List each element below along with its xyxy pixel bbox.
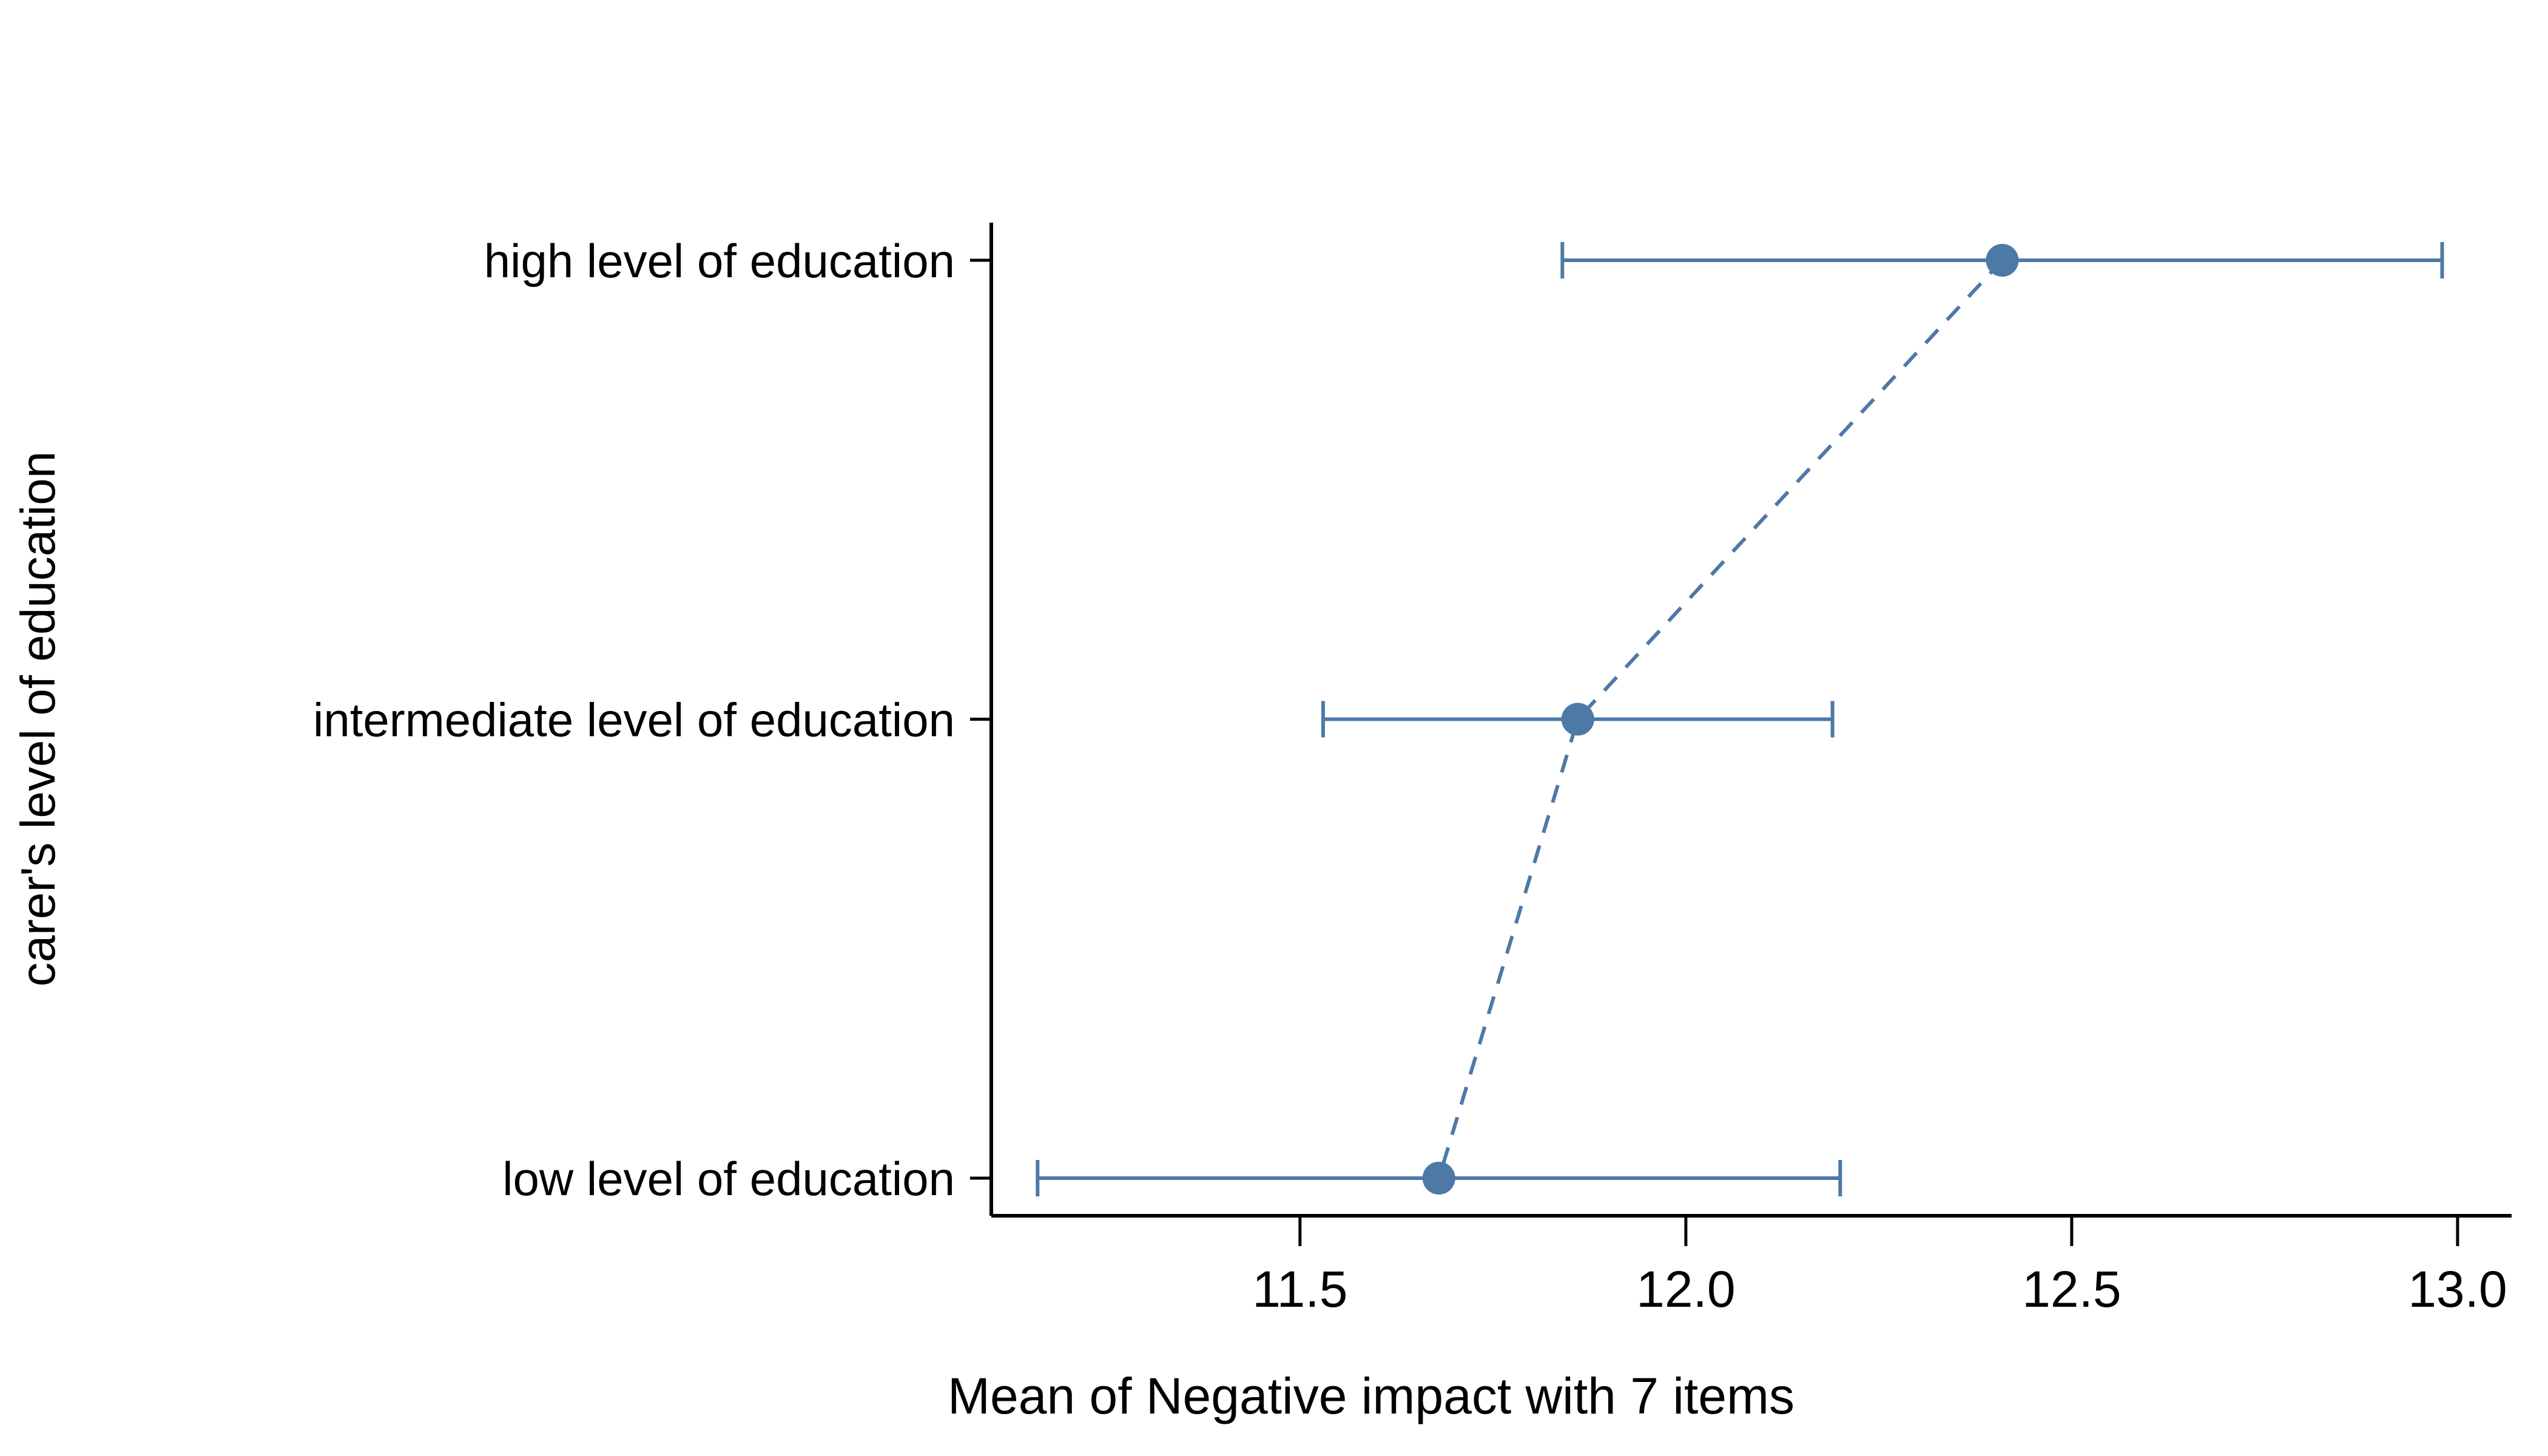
mean-marker (1986, 244, 2019, 277)
mean-marker (1422, 1162, 1455, 1195)
plot-area: 11.5 12.0 12.5 13.0 high level of education i… (313, 223, 2512, 1318)
category-label: intermediate level of education (313, 693, 955, 747)
x-tick-label: 12.5 (2022, 1261, 2122, 1318)
category-label: low level of education (502, 1152, 955, 1205)
x-axis-title: Mean of Negative impact with 7 items (948, 1367, 1795, 1424)
x-tick-label: 12.0 (1636, 1261, 1736, 1318)
x-tick-label: 13.0 (2408, 1261, 2507, 1318)
mean-marker (1561, 703, 1594, 736)
y-axis-title: carer's level of education (11, 451, 65, 986)
category-label: high level of education (484, 234, 955, 288)
x-tick-label: 11.5 (1252, 1261, 1347, 1318)
